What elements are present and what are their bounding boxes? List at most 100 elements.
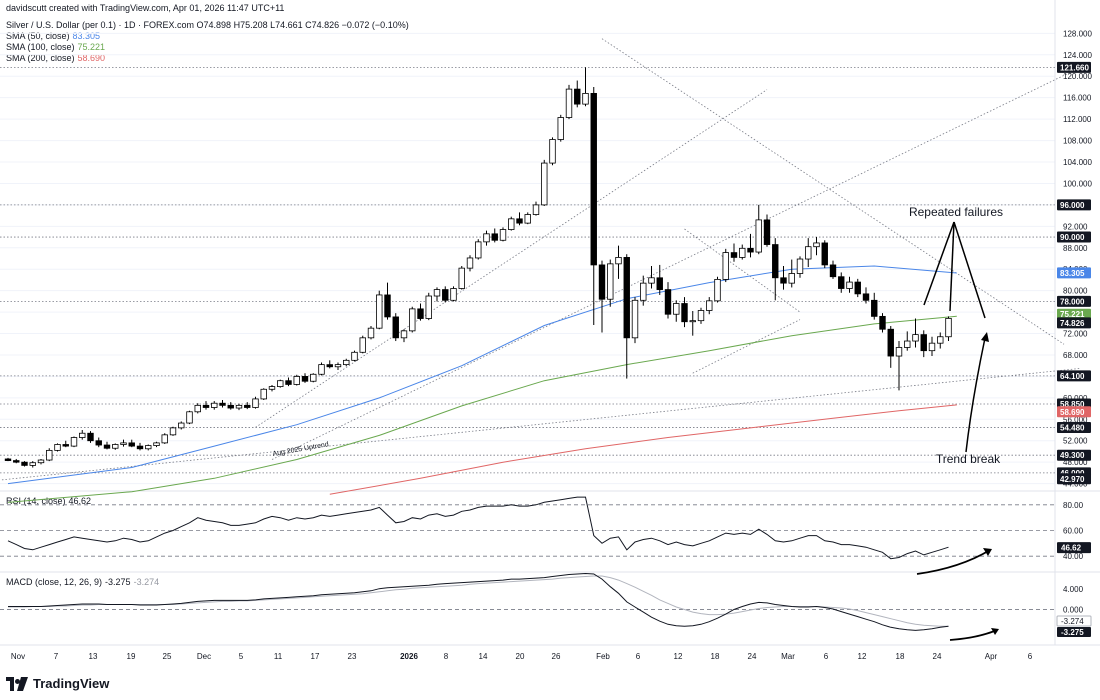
candle-down bbox=[491, 233, 498, 241]
price-tick-label: 116.000 bbox=[1063, 94, 1092, 103]
price-tick-label: 128.000 bbox=[1063, 29, 1092, 38]
candle-up bbox=[928, 342, 936, 352]
price-tick-label: 56.000 bbox=[1063, 415, 1088, 424]
candle-up bbox=[37, 459, 45, 464]
candle-down bbox=[879, 315, 886, 330]
price-level-label: 83.305 bbox=[1060, 269, 1085, 278]
sma50-legend[interactable]: SMA (50, close) 83.305 bbox=[6, 31, 100, 41]
candle-up bbox=[450, 288, 457, 301]
price-level-label: 49.300 bbox=[1060, 451, 1085, 460]
candle-down bbox=[301, 376, 309, 382]
rsi-tick-label: 60.00 bbox=[1063, 527, 1084, 536]
time-tick-label: Nov bbox=[11, 652, 25, 661]
annotation-trend-break: Trend break bbox=[936, 452, 1001, 466]
candle-up bbox=[475, 241, 482, 259]
macd-signal-badge-label: -3.274 bbox=[1061, 617, 1084, 626]
candle-down bbox=[838, 276, 845, 289]
candle-down bbox=[442, 289, 449, 301]
price-level-badge bbox=[1057, 308, 1091, 320]
tradingview-logo[interactable]: TradingView bbox=[6, 676, 109, 691]
candle-down bbox=[730, 252, 738, 258]
time-tick-label: 12 bbox=[674, 652, 683, 661]
candle-up bbox=[673, 303, 680, 315]
candle-down bbox=[623, 257, 630, 339]
candle-up bbox=[293, 376, 300, 385]
rsi-tick-label: 80.00 bbox=[1063, 501, 1084, 510]
author-line: davidscutt created with TradingView.com,… bbox=[6, 3, 285, 13]
macd-legend[interactable]: MACD (close, 12, 26, 9) -3.275 -3.274 bbox=[6, 577, 159, 587]
candle-down bbox=[590, 92, 597, 266]
price-level-badge bbox=[1057, 406, 1091, 418]
sma200-legend[interactable]: SMA (200, close) 58.690 bbox=[6, 53, 105, 63]
rsi-value: 46.62 bbox=[68, 496, 92, 506]
candle-up bbox=[153, 442, 160, 446]
candle-up bbox=[425, 295, 432, 319]
price-tick-label: 124.000 bbox=[1063, 51, 1092, 60]
time-tick-label: 14 bbox=[479, 652, 488, 661]
candle-up bbox=[54, 444, 61, 451]
candle-up bbox=[367, 327, 375, 339]
macd-tick-label: 4.000 bbox=[1063, 585, 1084, 594]
candle-up bbox=[813, 242, 820, 248]
rsi-label: RSI (14, close) bbox=[6, 496, 66, 506]
price-level-badge bbox=[1057, 317, 1091, 329]
candle-down bbox=[763, 219, 771, 245]
candle-up bbox=[433, 289, 441, 297]
candle-up bbox=[211, 402, 218, 408]
candle-up bbox=[648, 277, 655, 284]
candle-down bbox=[772, 244, 779, 279]
price-level-label: 90.000 bbox=[1060, 233, 1085, 242]
sma100-legend[interactable]: SMA (100, close) 75.221 bbox=[6, 42, 105, 52]
price-tick-label: 112.000 bbox=[1063, 115, 1092, 124]
candle-up bbox=[565, 88, 573, 118]
failure-arrow bbox=[949, 221, 955, 312]
candle-up bbox=[722, 252, 729, 280]
candle-down bbox=[887, 328, 894, 357]
candle-up bbox=[755, 219, 762, 253]
time-tick-label: 24 bbox=[933, 652, 942, 661]
sma200-value: 58.690 bbox=[77, 53, 106, 63]
candle-up bbox=[714, 278, 721, 302]
trendline bbox=[271, 66, 1081, 460]
candle-down bbox=[285, 380, 292, 385]
candle-down bbox=[862, 293, 870, 301]
candle-down bbox=[417, 308, 424, 319]
candle-down bbox=[871, 299, 878, 317]
price-level-badge bbox=[1057, 449, 1091, 461]
candle-up bbox=[268, 386, 276, 390]
price-level-label: 74.826 bbox=[1060, 319, 1085, 328]
trendline bbox=[0, 367, 1081, 481]
candle-down bbox=[780, 277, 787, 284]
trendline bbox=[692, 319, 801, 374]
price-level-label: 121.660 bbox=[1060, 63, 1089, 72]
price-level-label: 54.480 bbox=[1060, 423, 1085, 432]
time-tick-label: 6 bbox=[636, 652, 641, 661]
brand-name: TradingView bbox=[33, 676, 110, 691]
candle-down bbox=[95, 440, 102, 446]
candle-up bbox=[235, 404, 243, 409]
time-tick-label: 2026 bbox=[400, 652, 418, 661]
symbol-line: Silver / U.S. Dollar (per 0.1) · 1D · FO… bbox=[6, 20, 409, 30]
price-level-badge bbox=[1057, 267, 1091, 279]
price-tick-label: 72.000 bbox=[1063, 330, 1088, 339]
time-tick-label: 13 bbox=[89, 652, 98, 661]
price-tick-label: 68.000 bbox=[1063, 351, 1088, 360]
price-level-label: 58.690 bbox=[1060, 408, 1085, 417]
candle-down bbox=[516, 218, 523, 224]
rsi-legend[interactable]: RSI (14, close) 46.62 bbox=[6, 496, 91, 506]
rsi-arrow bbox=[916, 549, 991, 575]
macd-line bbox=[8, 572, 949, 631]
candle-down bbox=[574, 88, 581, 105]
price-tick-label: 88.000 bbox=[1063, 244, 1088, 253]
time-tick-label: Mar bbox=[781, 652, 795, 661]
candle-down bbox=[136, 445, 144, 450]
candle-up bbox=[186, 411, 193, 424]
time-tick-label: 18 bbox=[711, 652, 720, 661]
price-level-label: 78.000 bbox=[1060, 297, 1085, 306]
time-tick-label: 24 bbox=[748, 652, 757, 661]
candle-down bbox=[854, 281, 861, 295]
candle-up bbox=[318, 364, 325, 375]
candle-down bbox=[821, 242, 828, 266]
macd-signal-badge bbox=[1056, 615, 1092, 627]
